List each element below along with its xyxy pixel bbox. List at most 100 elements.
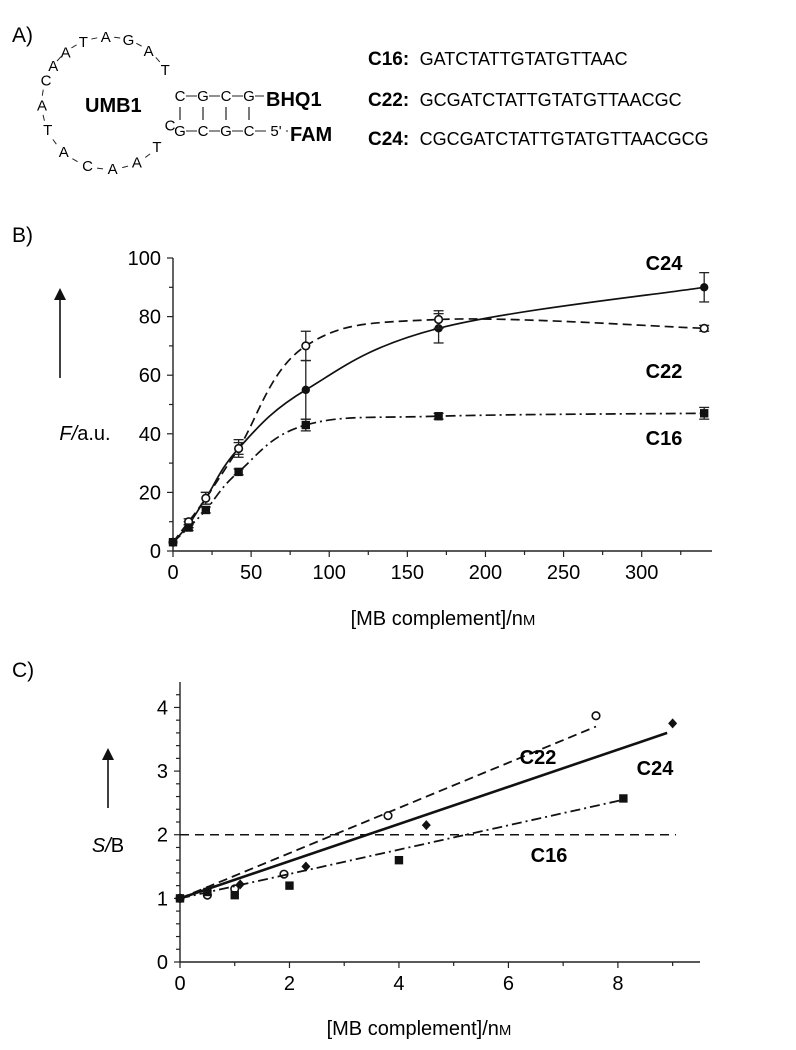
y-axis-title-unit: B [111,835,124,857]
stem-nucleotide: C [244,123,255,140]
loop-bond [56,56,62,62]
y-axis-arrowhead [54,288,66,300]
loop-nucleotide: T [152,139,161,156]
series-label-c16: C16 [531,845,568,867]
data-point [699,283,709,292]
loop-nucleotide: A [48,58,58,75]
loop-bond [52,139,57,145]
loop-bond [91,37,98,40]
series-c22 [168,310,710,547]
loop-bond [72,158,78,163]
series-line [172,318,705,543]
data-point [175,894,185,903]
x-tick-label: 8 [612,973,623,995]
loop-nucleotide: A [61,44,71,61]
y-tick-label: 60 [139,365,161,387]
series-c16 [175,794,628,903]
y-axis-title-symbol: F/ [59,423,79,445]
sequence-label: C22: [368,90,409,111]
x-tick-label: 0 [174,973,185,995]
y-axis-title: F/a.u. [59,423,110,445]
series-label-c22: C22 [520,747,557,769]
loop-bond [42,114,45,121]
y-tick-label: 100 [128,248,161,270]
x-tick-label: 250 [547,562,580,584]
panel-a-label: A) [12,24,33,47]
sequence-c22: C22: GCGATCTATTGTATGTTAACGC [368,90,682,111]
loop-nucleotide: C [41,72,52,89]
stem-nucleotide: G [197,88,209,105]
x-tick-label: 0 [167,562,178,584]
series-label-c16: C16 [646,428,683,450]
data-point [421,820,431,831]
y-axis-arrowhead [102,748,114,760]
y-tick-label: 80 [139,307,161,329]
loop-bond [136,42,142,47]
beacon-name: UMB1 [85,95,142,117]
series-c16 [168,406,710,547]
data-point [230,890,239,900]
sequence-text: CGCGATCTATTGTATGTTAACGCG [420,129,709,149]
x-axis-title: [MB complement]/nM [327,1018,512,1040]
y-tick-label: 40 [139,424,161,446]
loop-bond [155,57,161,63]
loop-nucleotide: T [161,62,170,79]
y-axis-title: S/B [92,835,124,857]
loop-nucleotide: T [79,34,88,51]
loop-nucleotide: T [43,122,52,139]
panel-c-label: C) [12,659,34,682]
x-axis-title-unit: M [523,612,536,629]
data-point [301,341,311,351]
data-point [591,711,601,721]
fit-line [179,731,668,900]
data-point [699,323,709,333]
signal-to-background-chart: 0 2 4 6 8 0 1 2 3 4 [MB complement]/nM S/B C22 C24 C16 [92,682,700,1040]
stem-nucleotide: G [220,123,232,140]
loop-nucleotide: A [108,161,118,178]
stem-nucleotide: C [175,88,186,105]
loop-nucleotide: A [37,97,47,114]
data-point [184,523,193,532]
fluorophore-label: FAM [290,124,332,146]
loop-nucleotide: A [132,154,142,171]
stem-nucleotide: C [198,123,209,140]
y-axis-title-unit: a.u. [77,423,110,445]
data-point [168,538,178,547]
data-point [201,505,211,515]
sequence-label: C24: [368,129,409,150]
x-tick-label: 4 [393,973,404,995]
data-point [301,420,310,430]
y-axis-title-symbol: S/ [92,835,113,857]
loop-bond [144,153,151,158]
quencher-label: BHQ1 [266,89,322,111]
x-tick-label: 6 [503,973,514,995]
sequence-text: GCGATCTATTGTATGTTAACGC [420,90,682,110]
loop-nucleotide: A [101,29,111,46]
y-tick-label: 4 [157,697,168,719]
data-point [301,861,311,872]
x-axis-title-unit: M [499,1022,512,1039]
series-label-c24: C24 [646,253,684,275]
sequence-c24: C24: CGCGATCTATTGTATGTTAACGCG [368,129,709,150]
loop-nucleotide: G [123,32,135,49]
loop-nucleotide: A [144,43,154,60]
x-tick-label: 200 [469,562,502,584]
data-point [234,467,243,477]
x-axis-title-text: [MB complement]/n [327,1018,499,1040]
x-tick-label: 2 [284,973,295,995]
data-point [433,314,444,325]
x-axis-title: [MB complement]/nM [351,608,536,630]
sequence-list: C16: GATCTATTGTATGTTAAC C22: GCGATCTATTG… [368,49,709,150]
data-point [699,409,709,418]
x-tick-label: 300 [625,562,658,584]
y-tick-label: 20 [139,482,161,504]
x-tick-label: 50 [240,562,262,584]
panel-b-label: B) [12,224,33,247]
loop-bond [114,36,121,39]
loop-bond [97,167,104,170]
data-point [383,811,393,821]
fluorescence-chart: 0 50 100 150 200 250 300 0 20 40 60 80 100 [MB comple… [54,248,712,630]
